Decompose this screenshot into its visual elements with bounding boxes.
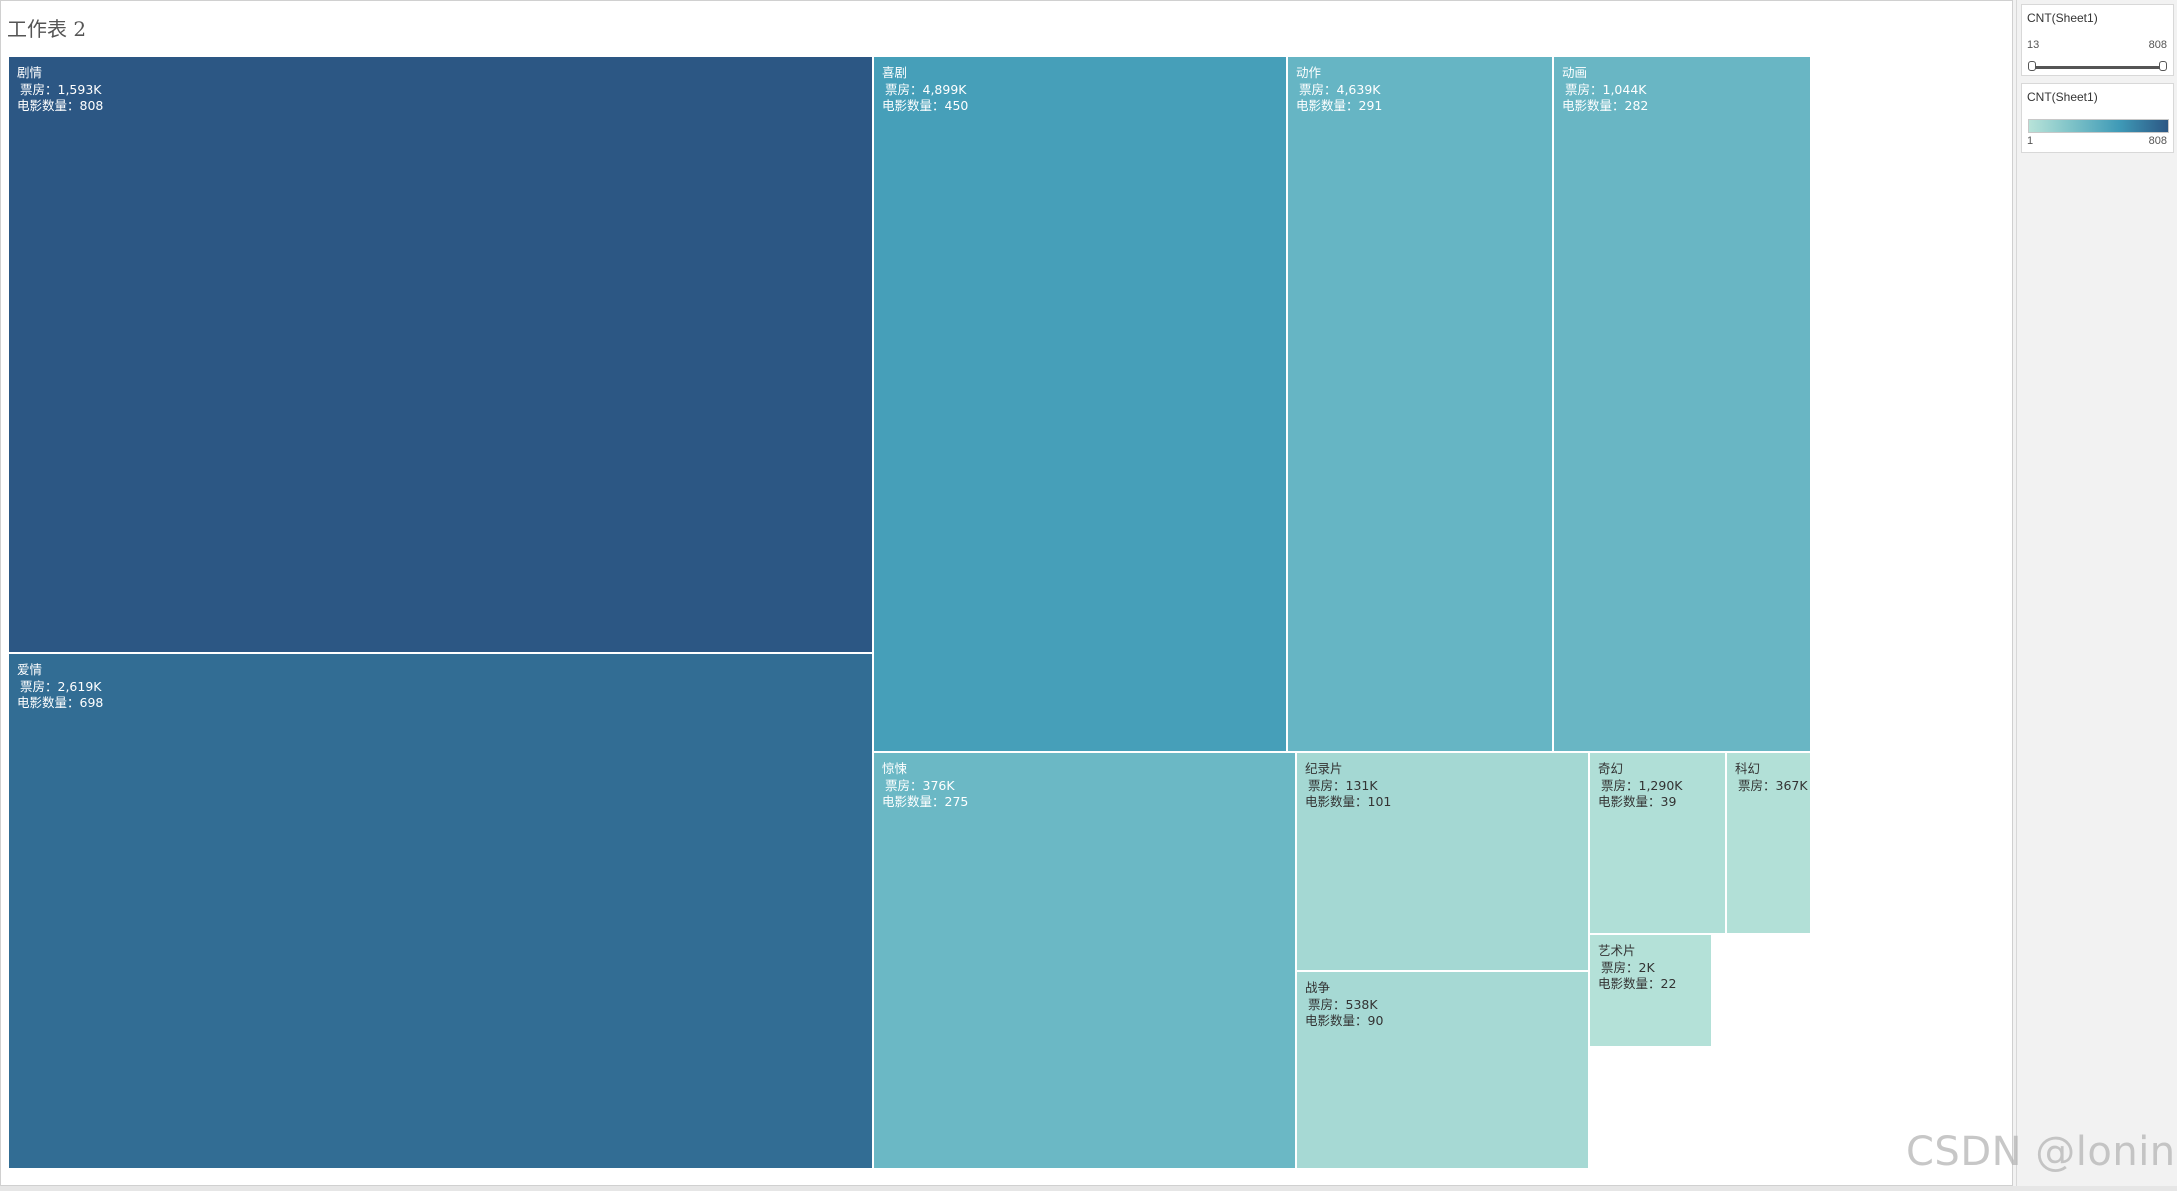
range-slider-max-handle[interactable] [2159,61,2167,71]
status-bar [0,1186,2177,1191]
cell-label: 战争 票房：538K 电影数量：90 [1305,980,1383,1030]
watermark: CSDN @lonine [1906,1129,2177,1175]
legend-min-value: 1 [2027,135,2034,147]
cell-genre: 惊悚 [882,761,908,776]
treemap-cell[interactable]: 奇幻 票房：1,290K 电影数量：39 [1590,753,1727,935]
cell-label: 艺术片 票房：2K 电影数量：22 [1598,943,1676,993]
color-ramp [2028,119,2169,133]
range-slider-min-handle[interactable] [2028,61,2036,71]
cell-label: 纪录片 票房：131K 电影数量：101 [1305,761,1391,811]
cell-label: 爱情 票房：2,619K 电影数量：698 [17,662,103,712]
cell-genre: 艺术片 [1598,943,1636,958]
treemap-cell[interactable]: 剧情 票房：1,593K 电影数量：808 [9,57,874,654]
filter-max-value: 808 [2148,39,2167,51]
cell-genre: 爱情 [17,662,43,677]
color-legend-card: CNT(Sheet1) 1 808 [2021,83,2174,153]
side-pane: CNT(Sheet1) 13 808 CNT(Sheet1) 1 808 [2016,0,2177,1186]
cell-box-office: 票房：131K [1308,777,1378,793]
cell-label: 惊悚 票房：376K 电影数量：275 [882,761,968,811]
cell-genre: 战争 [1305,980,1331,995]
cell-box-office: 票房：376K [885,777,955,793]
treemap-cell[interactable]: 惊悚 票房：376K 电影数量：275 [874,753,1297,1170]
sheet-title: 工作表 2 [7,17,87,41]
cell-movie-count: 电影数量：39 [1598,794,1677,809]
cell-label: 喜剧 票房：4,899K 电影数量：450 [882,65,968,115]
cell-label: 动作 票房：4,639K 电影数量：291 [1296,65,1382,115]
cell-box-office: 票房：4,639K [1299,81,1381,97]
cell-movie-count: 电影数量：808 [17,98,104,113]
cell-genre: 纪录片 [1305,761,1343,776]
cell-label: 奇幻 票房：1,290K 电影数量：39 [1598,761,1682,811]
treemap-cell[interactable]: 战争 票房：538K 电影数量：90 [1297,972,1590,1170]
cell-box-office: 票房：367K [1738,777,1808,793]
treemap-cell[interactable]: 动作 票房：4,639K 电影数量：291 [1288,57,1554,753]
cell-box-office: 票房：1,290K [1601,777,1683,793]
legend-max-value: 808 [2148,135,2167,147]
cell-genre: 剧情 [17,65,43,80]
cell-box-office: 票房：538K [1308,996,1378,1012]
cell-box-office: 票房：2,619K [20,678,102,694]
range-slider-track[interactable] [2032,66,2161,69]
treemap-cell[interactable]: 喜剧 票房：4,899K 电影数量：450 [874,57,1288,753]
worksheet-pane: 工作表 2 剧情 票房：1,593K 电影数量：808 爱情 票房：2,619K 电影数量… [0,0,2013,1186]
cell-box-office: 票房：1,593K [20,81,102,97]
filter-card-title: CNT(Sheet1) [2027,11,2098,25]
cell-movie-count: 电影数量：101 [1305,794,1392,809]
treemap-cell[interactable]: 纪录片 票房：131K 电影数量：101 [1297,753,1590,972]
treemap-cell[interactable]: 科幻 票房：367K [1727,753,1812,935]
filter-min-value: 13 [2027,39,2040,51]
cell-box-office: 票房：4,899K [885,81,967,97]
cell-genre: 奇幻 [1598,761,1624,776]
cell-movie-count: 电影数量：698 [17,695,104,710]
treemap-cell[interactable]: 爱情 票房：2,619K 电影数量：698 [9,654,874,1170]
filter-card: CNT(Sheet1) 13 808 [2021,4,2174,76]
cell-movie-count: 电影数量：22 [1598,976,1677,991]
treemap-chart: 剧情 票房：1,593K 电影数量：808 爱情 票房：2,619K 电影数量：698 喜剧… [9,57,1812,1170]
cell-movie-count: 电影数量：450 [882,98,969,113]
cell-label: 科幻 票房：367K [1735,761,1808,794]
cell-genre: 喜剧 [882,65,908,80]
cell-genre: 动作 [1296,65,1322,80]
legend-card-title: CNT(Sheet1) [2027,90,2098,104]
cell-label: 剧情 票房：1,593K 电影数量：808 [17,65,103,115]
cell-box-office: 票房：1,044K [1565,81,1647,97]
cell-movie-count: 电影数量：291 [1296,98,1383,113]
cell-box-office: 票房：2K [1601,959,1655,975]
cell-movie-count: 电影数量：282 [1562,98,1649,113]
cell-genre: 动画 [1562,65,1588,80]
cell-label: 动画 票房：1,044K 电影数量：282 [1562,65,1648,115]
treemap-cell[interactable]: 动画 票房：1,044K 电影数量：282 [1554,57,1812,753]
cell-movie-count: 电影数量：90 [1305,1013,1384,1028]
cell-movie-count: 电影数量：275 [882,794,969,809]
treemap-cell[interactable]: 艺术片 票房：2K 电影数量：22 [1590,935,1713,1048]
cell-genre: 科幻 [1735,761,1761,776]
